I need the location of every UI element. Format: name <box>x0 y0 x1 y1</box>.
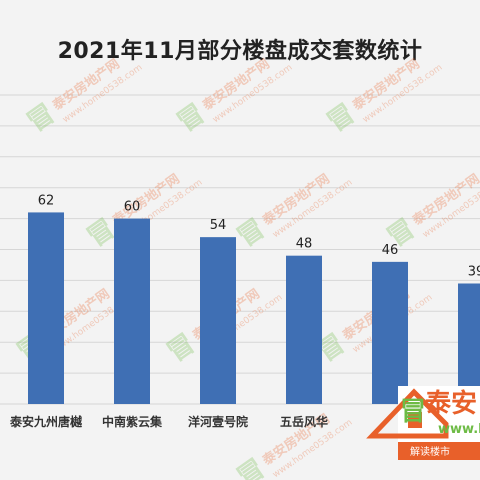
logo-tagline-band <box>398 442 480 460</box>
data-label: 48 <box>296 237 313 252</box>
house-roof-icon <box>366 388 449 439</box>
x-tick-label: 五岳风华 <box>280 414 328 429</box>
bar <box>286 255 322 404</box>
x-tick-label: 洋河壹号院 <box>188 414 248 429</box>
bar <box>28 212 64 404</box>
bar <box>458 283 480 404</box>
bars-layer <box>28 212 480 404</box>
data-label: 60 <box>124 200 141 215</box>
bar <box>114 218 150 404</box>
data-label: 54 <box>210 218 227 233</box>
logo-symbol: 冒 <box>400 397 426 427</box>
logo-brand-text: 泰安 <box>425 389 477 419</box>
x-tick-label: 中南紫云集 <box>102 414 163 429</box>
bar <box>372 261 408 404</box>
bar <box>200 237 236 404</box>
data-label: 46 <box>382 243 399 258</box>
labels-layer: 62 泰安九州唐樾 60 中南紫云集 54 洋河壹号院 48 五岳风华 46 39 <box>9 193 480 429</box>
gridlines <box>0 94 480 405</box>
house-window-icon <box>408 412 422 428</box>
data-label: 39 <box>468 264 480 279</box>
logo-tagline-text: 解读楼市 <box>410 445 450 458</box>
corner-logo: 冒 泰安 www.h 解读楼市 <box>366 386 480 460</box>
x-tick-label: 泰安九州唐樾 <box>9 414 83 429</box>
chart-title: 2021年11月部分楼盘成交套数统计 <box>57 39 423 64</box>
data-label: 62 <box>38 193 55 208</box>
logo-url-text: www.h <box>438 422 480 437</box>
